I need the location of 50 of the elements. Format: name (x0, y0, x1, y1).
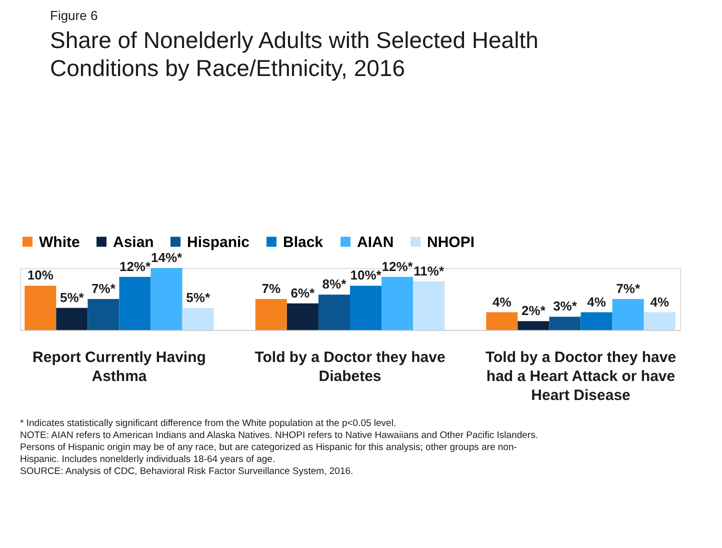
bar (56, 308, 88, 330)
data-label: 5%* (186, 290, 211, 305)
data-label: 8%* (322, 276, 348, 292)
data-label: 7%* (92, 281, 116, 296)
legend-label: AIAN (357, 234, 394, 251)
bar (255, 299, 287, 330)
bar (318, 294, 350, 330)
data-label: 5%* (60, 290, 85, 305)
data-label: 3%* (553, 298, 578, 314)
text: NOTE: AIAN refers to American Indians and Alaska Natives. NHOPI refers to Native Hawaiians and Other Pacific Islanders. Persons of Hispanic origin may be of any race, but are categorized as Hispanic for this analysis; other groups are non-Hispanic. Includes nonelderly individuals 18-64 years of age. (20, 430, 538, 465)
x-tick-label: Report Currently Having Asthma (32, 349, 206, 385)
bar (486, 312, 518, 330)
data-label: 12%* (119, 258, 152, 274)
legend-label: Black (283, 234, 324, 251)
bar (382, 276, 414, 330)
bar (24, 286, 56, 330)
text: * Indicates statistically significant difference from the White population at the p<0.05 level. (20, 418, 396, 429)
chart-title: Share of Nonelderly Adults with Selected Health Conditions by Race/Ethnicity, 2016 (50, 27, 538, 81)
legend-label: Asian (113, 234, 154, 251)
data-label: 7%* (616, 281, 641, 296)
legend-label: White (39, 234, 80, 251)
bar (350, 286, 382, 330)
data-label: 4% (587, 294, 606, 310)
x-tick-label: Told by a Doctor they have had a Heart Attack or have Heart Disease (485, 349, 676, 404)
data-label: 7% (262, 281, 281, 296)
bar (612, 299, 644, 330)
data-label: 12%* (382, 258, 414, 274)
chart-subtitle: Figure 6 (50, 8, 98, 23)
bar (413, 281, 445, 330)
data-label: 14%* (151, 250, 184, 265)
bar (644, 312, 676, 330)
data-label: 10% (27, 268, 54, 283)
bar (182, 308, 214, 330)
data-label: 10%* (350, 268, 382, 283)
bar (286, 303, 318, 330)
x-tick-label: Told by a Doctor they have Diabetes (254, 349, 446, 385)
bar (119, 276, 151, 330)
bar (518, 321, 550, 330)
legend-label: NHOPI (427, 234, 475, 251)
legend-label: Hispanic (187, 234, 250, 251)
source-note: SOURCE: Analysis of CDC, Behavioral Risk Factor Surveillance System, 2016. (20, 466, 354, 477)
data-label: 6%* (290, 285, 316, 300)
bar (549, 316, 581, 330)
bar (88, 299, 120, 330)
bar (150, 268, 182, 330)
data-label: 4% (650, 294, 670, 310)
bar (580, 312, 612, 330)
data-label: 4% (492, 294, 512, 310)
data-label: 11%* (414, 263, 445, 278)
data-label: 2%* (522, 303, 546, 318)
